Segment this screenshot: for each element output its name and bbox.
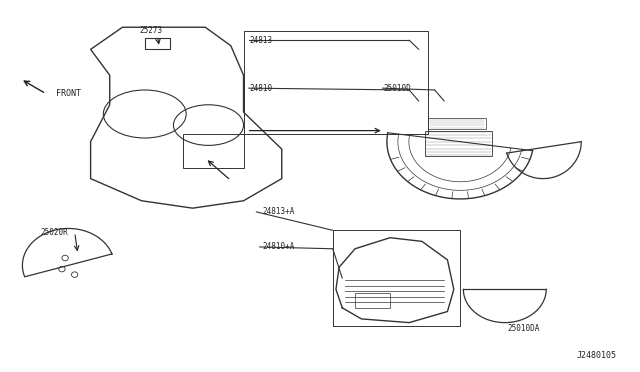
Text: 25010DA: 25010DA (508, 324, 540, 333)
Text: 24810: 24810 (250, 84, 273, 93)
Text: FRONT: FRONT (56, 89, 81, 98)
Text: J2480105: J2480105 (576, 351, 616, 360)
Text: 24813+A: 24813+A (262, 207, 295, 217)
Text: 24810+A: 24810+A (262, 243, 295, 251)
Text: 25273: 25273 (140, 26, 163, 35)
Text: 25020R: 25020R (40, 228, 68, 237)
Text: 25010D: 25010D (384, 84, 412, 93)
Text: 24813: 24813 (250, 36, 273, 45)
